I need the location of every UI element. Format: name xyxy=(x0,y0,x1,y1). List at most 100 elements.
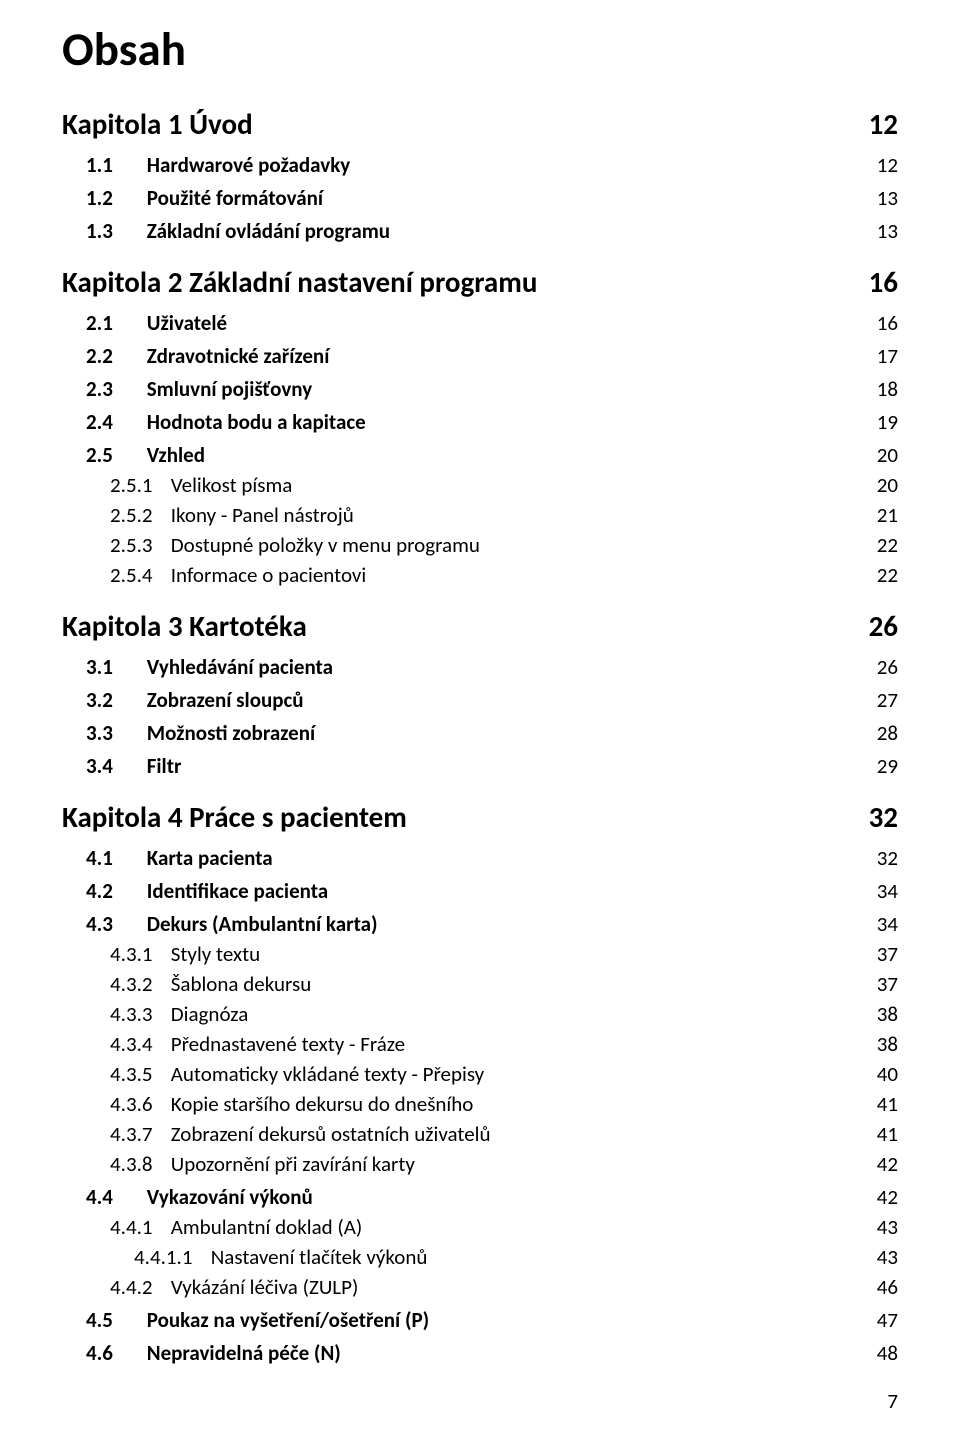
toc-entry-title: Ambulantní doklad (A) xyxy=(171,1214,363,1240)
toc-entry-label: 2.4 Hodnota bodu a kapitace xyxy=(86,409,877,435)
toc-entry: 2.5.1 Velikost písma20 xyxy=(62,472,898,498)
toc-entry: 4.3.2 Šablona dekursu37 xyxy=(62,971,898,997)
toc-entry-title: Diagnóza xyxy=(171,1001,249,1027)
toc-entry-page: 43 xyxy=(877,1244,898,1270)
toc-entry: Kapitola 4 Práce s pacientem32 xyxy=(62,799,898,835)
toc-entry: 2.5 Vzhled20 xyxy=(62,442,898,468)
toc-entry-number: 3.2 xyxy=(86,687,142,713)
toc-entry-label: 3.1 Vyhledávání pacienta xyxy=(86,654,877,680)
toc-entry-number: 3.1 xyxy=(86,654,142,680)
toc-entry-label: 4.1 Karta pacienta xyxy=(86,845,877,871)
toc-entry-number: 4.4.1.1 xyxy=(134,1244,206,1270)
toc-entry-label: Kapitola 3 Kartotéka xyxy=(62,608,869,644)
toc-entry-label: 2.2 Zdravotnické zařízení xyxy=(86,343,877,369)
toc-entry-title: Ikony - Panel nástrojů xyxy=(171,502,354,528)
toc-entry-page: 38 xyxy=(877,1031,898,1057)
toc-entry-number: 4.3.3 xyxy=(110,1001,166,1027)
toc-entry-label: 4.4 Vykazování výkonů xyxy=(86,1184,877,1210)
toc-entry-label: 4.4.1.1 Nastavení tlačítek výkonů xyxy=(134,1244,877,1270)
toc-entry-number: 2.5.4 xyxy=(110,562,166,588)
toc-entry-number: 2.5.3 xyxy=(110,532,166,558)
toc-entry-title: Použité formátování xyxy=(147,185,323,211)
toc-entry-number: 2.5.1 xyxy=(110,472,166,498)
toc-entry: Kapitola 3 Kartotéka26 xyxy=(62,608,898,644)
toc-entry-label: 4.2 Identifikace pacienta xyxy=(86,878,877,904)
toc-entry-number: 3.4 xyxy=(86,753,142,779)
toc-entry-title: Velikost písma xyxy=(171,472,293,498)
toc-entry-page: 16 xyxy=(869,264,898,300)
toc-entry: 4.3.4 Přednastavené texty - Fráze38 xyxy=(62,1031,898,1057)
toc-entry-label: 1.1 Hardwarové požadavky xyxy=(86,152,877,178)
toc-entry-label: 4.3.1 Styly textu xyxy=(110,941,877,967)
toc-entry-number: Kapitola 3 xyxy=(62,608,183,644)
toc-entry-title: Automaticky vkládané texty - Přepisy xyxy=(171,1061,484,1087)
toc-entry-label: 1.3 Základní ovládání programu xyxy=(86,218,877,244)
toc-entry-page: 13 xyxy=(877,218,898,244)
toc-entry-number: 4.6 xyxy=(86,1340,142,1366)
toc-entry-page: 41 xyxy=(877,1121,898,1147)
toc-entry-label: 2.5.2 Ikony - Panel nástrojů xyxy=(110,502,877,528)
toc-entry-title: Zobrazení sloupců xyxy=(147,687,304,713)
toc-entry-number: 3.3 xyxy=(86,720,142,746)
toc-entry: 1.3 Základní ovládání programu13 xyxy=(62,218,898,244)
toc-entry-label: Kapitola 4 Práce s pacientem xyxy=(62,799,869,835)
toc-entry-label: 1.2 Použité formátování xyxy=(86,185,877,211)
toc-entry-page: 34 xyxy=(877,911,898,937)
toc-entry-title: Nastavení tlačítek výkonů xyxy=(211,1244,428,1270)
toc-entry-title: Dostupné položky v menu programu xyxy=(171,532,480,558)
toc-entry-label: Kapitola 1 Úvod xyxy=(62,106,869,142)
toc-entry-number: 4.3 xyxy=(86,911,142,937)
toc-entry-page: 28 xyxy=(877,720,898,746)
toc-entry-title: Uživatelé xyxy=(147,310,227,336)
toc-entry-page: 21 xyxy=(877,502,898,528)
toc-entry-title: Kopie staršího dekursu do dnešního xyxy=(171,1091,474,1117)
toc-entry-number: 4.2 xyxy=(86,878,142,904)
toc-entry: 4.4.1 Ambulantní doklad (A)43 xyxy=(62,1214,898,1240)
toc-entry-page: 16 xyxy=(877,310,898,336)
toc-entry-number: Kapitola 1 xyxy=(62,106,183,142)
toc-entry: 2.4 Hodnota bodu a kapitace19 xyxy=(62,409,898,435)
toc-entry-label: 4.3.7 Zobrazení dekursů ostatních uživat… xyxy=(110,1121,877,1147)
toc-entry: 4.3 Dekurs (Ambulantní karta)34 xyxy=(62,911,898,937)
toc-entry-number: 4.1 xyxy=(86,845,142,871)
toc-entry-title: Zdravotnické zařízení xyxy=(147,343,330,369)
toc-entry-page: 42 xyxy=(877,1184,898,1210)
toc-entry-label: 2.1 Uživatelé xyxy=(86,310,877,336)
toc-entry-page: 41 xyxy=(877,1091,898,1117)
toc-entry: 4.6 Nepravidelná péče (N)48 xyxy=(62,1340,898,1366)
toc-entry-page: 37 xyxy=(877,971,898,997)
toc-entry-page: 12 xyxy=(877,152,898,178)
toc-entry: 4.2 Identifikace pacienta34 xyxy=(62,878,898,904)
toc-entry-title: Nepravidelná péče (N) xyxy=(147,1340,341,1366)
toc-entry-label: 3.3 Možnosti zobrazení xyxy=(86,720,877,746)
toc-entry-page: 37 xyxy=(877,941,898,967)
toc-entry-page: 22 xyxy=(877,532,898,558)
toc-entry-label: 4.4.2 Vykázání léčiva (ZULP) xyxy=(110,1274,877,1300)
toc-entry: 4.3.7 Zobrazení dekursů ostatních uživat… xyxy=(62,1121,898,1147)
toc-entry-page: 34 xyxy=(877,878,898,904)
toc-entry-label: 2.5.1 Velikost písma xyxy=(110,472,877,498)
toc-entry: 1.1 Hardwarové požadavky12 xyxy=(62,152,898,178)
toc-entry: 2.5.4 Informace o pacientovi22 xyxy=(62,562,898,588)
toc-entry: 2.5.2 Ikony - Panel nástrojů21 xyxy=(62,502,898,528)
toc-entry-number: 1.1 xyxy=(86,152,142,178)
toc-entry-number: 4.4.2 xyxy=(110,1274,166,1300)
toc-entry-title: Vykazování výkonů xyxy=(147,1184,313,1210)
toc-entry-number: Kapitola 4 xyxy=(62,799,183,835)
toc-entry: 3.4 Filtr29 xyxy=(62,753,898,779)
toc-entry-page: 20 xyxy=(877,472,898,498)
toc-entry-number: 1.2 xyxy=(86,185,142,211)
toc-entry-label: 4.3.4 Přednastavené texty - Fráze xyxy=(110,1031,877,1057)
toc-entry-label: 4.4.1 Ambulantní doklad (A) xyxy=(110,1214,877,1240)
toc-entry-label: 4.3.2 Šablona dekursu xyxy=(110,971,877,997)
toc-entry-page: 13 xyxy=(877,185,898,211)
toc-entry-number: 4.4 xyxy=(86,1184,142,1210)
toc-entry: Kapitola 1 Úvod12 xyxy=(62,106,898,142)
toc-entry-title: Vykázání léčiva (ZULP) xyxy=(171,1274,359,1300)
toc-entry-page: 20 xyxy=(877,442,898,468)
toc-entry-number: 4.3.1 xyxy=(110,941,166,967)
toc-entry-label: 2.3 Smluvní pojišťovny xyxy=(86,376,877,402)
toc-entry-number: 2.2 xyxy=(86,343,142,369)
toc-entry-number: 2.1 xyxy=(86,310,142,336)
toc-entry-title: Možnosti zobrazení xyxy=(147,720,315,746)
